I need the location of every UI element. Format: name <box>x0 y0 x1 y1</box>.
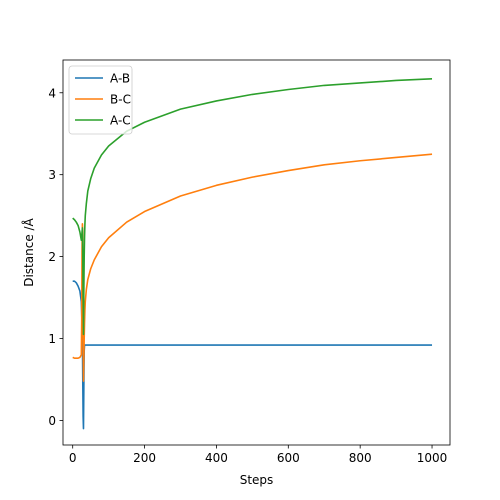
x-tick-label: 600 <box>277 451 300 465</box>
axes-layer: 0 200 400 600 800 1000 0 1 2 3 4 <box>48 59 451 465</box>
x-tick-label: 400 <box>205 451 228 465</box>
series-line-a-c <box>72 78 433 336</box>
y-tick-label: 3 <box>48 168 56 182</box>
y-tick-label: 2 <box>48 250 56 264</box>
x-axis-label: Steps <box>240 473 274 487</box>
legend-label-a-c: A-C <box>110 114 131 128</box>
series-layer <box>72 78 433 430</box>
axes-frame <box>62 59 451 446</box>
y-tick-label: 4 <box>48 86 56 100</box>
x-tick-label: 1000 <box>417 451 448 465</box>
legend: A-B B-C A-C <box>68 65 133 135</box>
y-tick-label: 0 <box>48 414 56 428</box>
y-axis-label: Distance /Å <box>21 217 36 286</box>
legend-label-b-c: B-C <box>110 93 131 107</box>
x-tick-label: 200 <box>133 451 156 465</box>
y-tick-label: 1 <box>48 332 56 346</box>
x-tick-label: 0 <box>69 451 77 465</box>
series-line-b-c <box>72 153 433 382</box>
legend-box <box>68 65 133 135</box>
legend-label-a-b: A-B <box>110 72 130 86</box>
x-tick-label: 800 <box>349 451 372 465</box>
